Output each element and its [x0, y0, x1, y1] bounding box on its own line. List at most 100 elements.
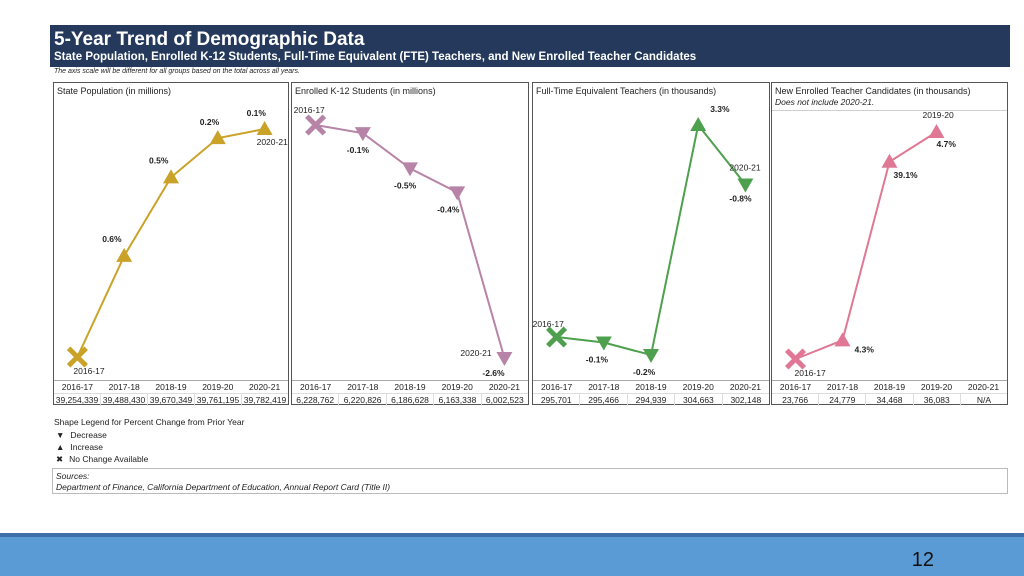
- data-point-marker: [546, 326, 568, 348]
- year-label: 2019-20: [682, 382, 714, 392]
- data-point-marker: [256, 121, 273, 135]
- year-label: 2017-18: [826, 382, 859, 392]
- axis-scale-note: The axis scale will be different for all…: [54, 68, 300, 75]
- year-label: 2020-21: [967, 382, 1000, 392]
- value-cell: 6,228,762: [296, 395, 335, 405]
- year-label: 2020-21: [248, 382, 281, 392]
- year-header-row: 2016-17 2017-18 2018-19 2019-20 2020-21: [292, 381, 528, 393]
- year-label: 2017-18: [108, 382, 140, 392]
- divider: [772, 110, 1007, 111]
- point-year-label: 2020-21: [257, 137, 288, 147]
- data-point-marker: [66, 346, 88, 368]
- value-cell: 39,254,339: [55, 395, 99, 405]
- year-label: 2019-20: [441, 382, 473, 392]
- legend-item-no-change: ✖ No Change Available: [54, 453, 244, 465]
- year-value-table: 2016-17 2017-18 2018-19 2019-20 2020-21 39,25…: [54, 380, 288, 406]
- data-point-marker: [354, 127, 371, 142]
- chart-plot-fte-teachers: 2016-17 -0.1% -0.2% 3.3% -0.8% 2020-21: [533, 104, 761, 377]
- data-point-marker: [690, 117, 707, 131]
- data-point-marker: [116, 247, 133, 262]
- sources-box: Sources: Department of Finance, Californ…: [52, 468, 1008, 494]
- value-cell: 6,186,628: [385, 394, 433, 406]
- value-row: 6,228,762 6,220,826 6,186,628 6,163,338 6,00…: [292, 393, 528, 406]
- value-cell: 39,761,195: [194, 394, 241, 406]
- year-value-table: 2016-17 2017-18 2018-19 2019-20 2020-21 295,7…: [533, 380, 769, 406]
- chart-title: New Enrolled Teacher Candidates (in thou…: [775, 86, 971, 96]
- value-cell: 39,488,430: [100, 394, 147, 406]
- pct-change-label: 39.1%: [894, 170, 919, 180]
- data-point-marker: [928, 124, 945, 138]
- value-cell: 302,148: [721, 394, 769, 406]
- data-point-marker: [881, 153, 898, 168]
- pct-change-label: -0.1%: [586, 355, 609, 365]
- series-line: [795, 131, 938, 360]
- year-label: 2019-20: [920, 382, 953, 392]
- point-year-label: 2016-17: [73, 366, 104, 376]
- pct-change-label: -2.6%: [482, 368, 505, 378]
- point-year-label: 2020-21: [729, 162, 760, 172]
- year-label: 2016-17: [61, 382, 93, 392]
- slide-header: 5-Year Trend of Demographic Data State P…: [50, 25, 1010, 67]
- legend-label: No Change Available: [69, 454, 149, 464]
- legend-title: Shape Legend for Percent Change from Pri…: [54, 417, 245, 427]
- value-cell: 36,083: [912, 394, 960, 406]
- value-cell: 295,466: [579, 394, 626, 406]
- data-point-marker: [449, 186, 466, 201]
- data-point-marker: [595, 336, 612, 351]
- footer-bar: 12: [0, 533, 1024, 576]
- data-point-marker: [834, 332, 851, 347]
- value-cell: 304,663: [674, 394, 721, 406]
- legend-label: Increase: [70, 442, 104, 452]
- chart-plot-state-population: 2016-17 0.6% 0.5% 0.2% 0.1% 2020-21: [66, 108, 288, 376]
- point-year-label: 2016-17: [795, 368, 826, 378]
- x-mark-icon: ✖: [56, 454, 64, 464]
- page-number: 12: [911, 549, 934, 571]
- point-year-label: 2016-17: [294, 105, 325, 115]
- pct-change-label: 0.6%: [102, 234, 122, 244]
- pct-change-label: -0.2%: [633, 367, 656, 377]
- point-year-label: 2019-20: [923, 110, 954, 120]
- pct-change-label: 3.3%: [710, 104, 730, 114]
- year-header-row: 2016-17 2017-18 2018-19 2019-20 2020-21: [533, 381, 769, 393]
- legend-label: Decrease: [70, 430, 107, 440]
- pct-change-label: -0.8%: [729, 193, 752, 203]
- year-label: 2020-21: [488, 382, 521, 392]
- value-cell: 24,779: [818, 394, 865, 406]
- pct-change-label: 0.2%: [200, 117, 220, 127]
- year-label: 2018-19: [635, 382, 667, 392]
- data-point-marker: [402, 162, 418, 177]
- chart-panel-k12-students: Enrolled K-12 Students (in millions) 201…: [291, 82, 529, 406]
- data-point-marker: [163, 169, 179, 184]
- point-year-label: 2020-21: [460, 348, 491, 358]
- value-cell: 295,701: [540, 395, 572, 405]
- series-line: [556, 122, 747, 357]
- series-line: [315, 124, 506, 359]
- year-label: 2018-19: [873, 382, 906, 392]
- data-point-marker: [737, 178, 754, 193]
- chart-title: Full-Time Equivalent Teachers (in thousa…: [536, 86, 717, 96]
- value-cell: 39,670,349: [147, 394, 194, 406]
- data-point-marker: [784, 348, 807, 370]
- chart-plot-k12-students: 2016-17 -0.1% -0.5% -0.4% -2.6% 2020-21: [294, 105, 513, 378]
- data-point-marker: [305, 114, 327, 136]
- value-row: 295,701 295,466 294,939 304,663 302,148: [533, 393, 769, 406]
- value-cell: N/A: [959, 394, 1007, 406]
- year-label: 2020-21: [729, 382, 762, 392]
- year-header-row: 2016-17 2017-18 2018-19 2019-20 2020-21: [772, 381, 1007, 393]
- year-value-table: 2016-17 2017-18 2018-19 2019-20 2020-21 6,228…: [292, 380, 528, 406]
- legend-item-decrease: ▼ Decrease: [54, 429, 244, 441]
- legend-item-increase: ▲ Increase: [54, 441, 244, 453]
- down-triangle-icon: ▼: [56, 430, 65, 440]
- year-value-table: 2016-17 2017-18 2018-19 2019-20 2020-21 23,76…: [772, 380, 1007, 406]
- year-label: 2016-17: [779, 382, 812, 392]
- pct-change-label: -0.5%: [394, 180, 417, 190]
- page-title: 5-Year Trend of Demographic Data: [54, 29, 365, 50]
- chart-panel-teacher-candidates: New Enrolled Teacher Candidates (in thou…: [771, 82, 1008, 406]
- chart-plot-teacher-candidates: 2016-17 4.3% 39.1% 4.7% 2019-20: [784, 110, 956, 378]
- value-row: 23,766 24,779 34,468 36,083 N/A: [772, 393, 1007, 406]
- sources-label: Sources:: [56, 471, 90, 481]
- value-row: 39,254,339 39,488,430 39,670,349 39,761,195…: [54, 393, 288, 406]
- year-header-row: 2016-17 2017-18 2018-19 2019-20 2020-21: [54, 381, 288, 393]
- value-cell: 6,163,338: [433, 394, 480, 406]
- sources-text: Department of Finance, California Depart…: [56, 482, 391, 492]
